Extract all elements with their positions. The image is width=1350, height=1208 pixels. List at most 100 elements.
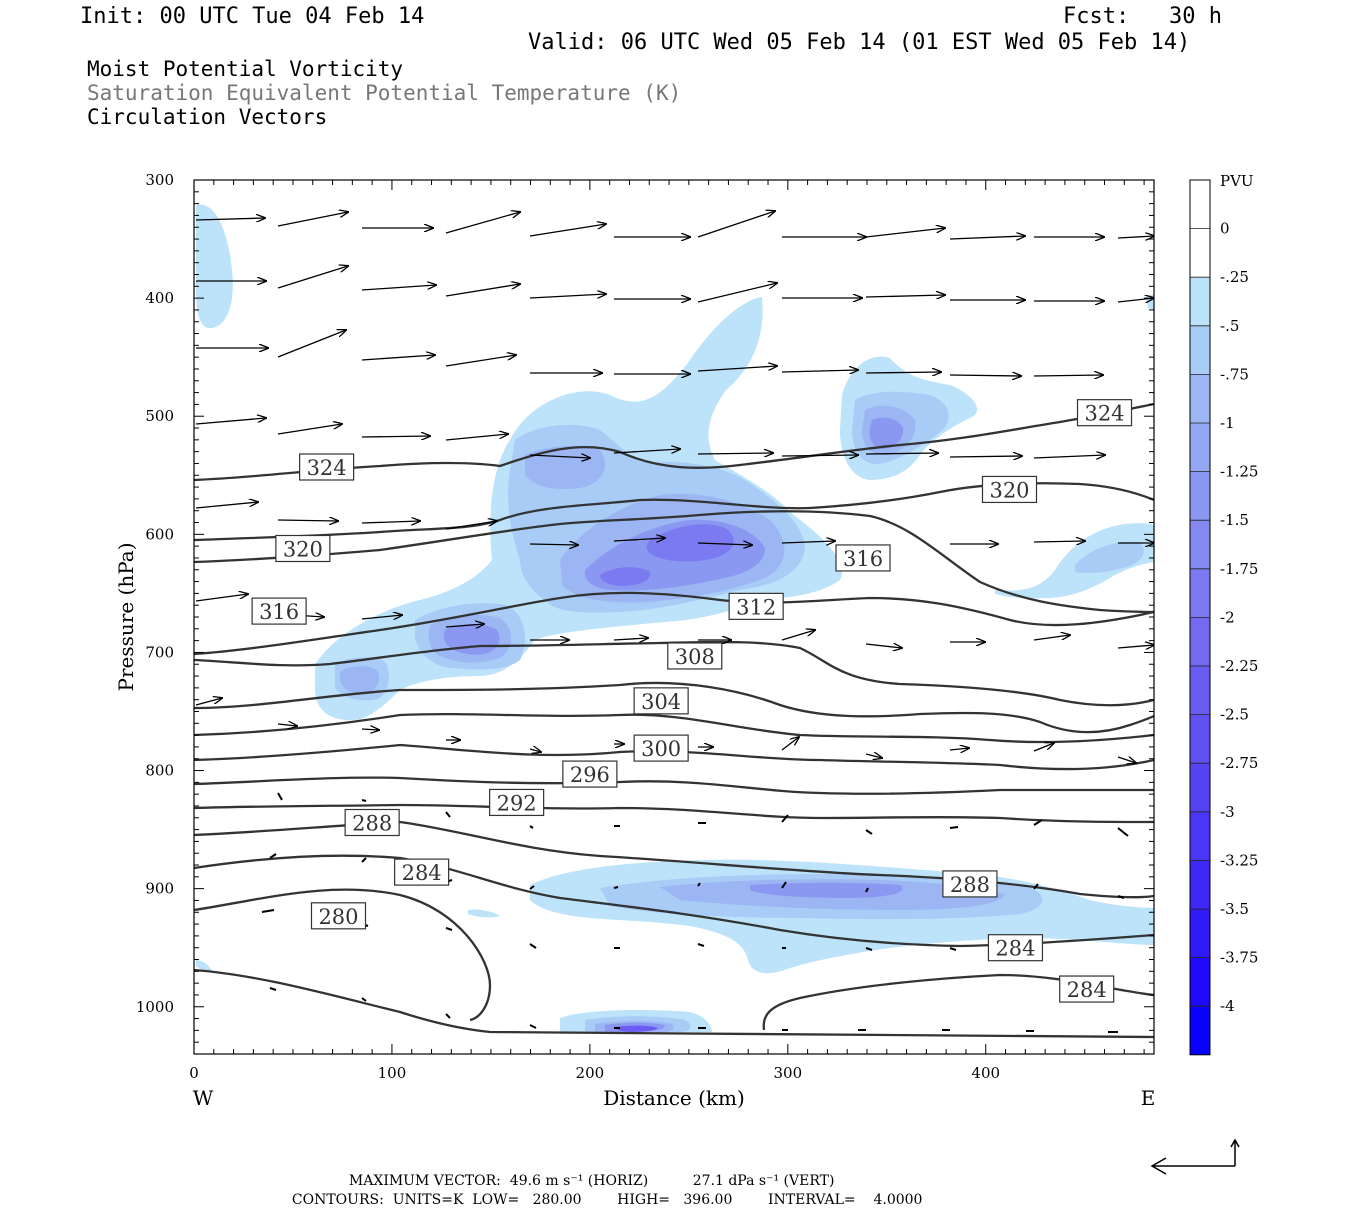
contour-label: 288 [344,808,400,837]
contour-label-box [987,934,1044,962]
circulation-vector [277,330,346,358]
colorbar-level-label: -3.5 [1220,900,1249,918]
colorbar-swatch [1190,666,1210,715]
pv-core3-low-level [750,882,903,898]
circulation-vector [529,943,537,949]
contour-label-text: 316 [259,600,299,624]
x-tick-label: 200 [576,1064,605,1082]
colorbar-title: PVU [1220,172,1254,190]
circulation-vector [529,294,606,299]
contour-line [194,888,492,1022]
contour-label-box [489,788,545,817]
circulation-vector [1117,895,1125,899]
contour-label-text: 300 [641,737,681,761]
circulation-vector [865,453,938,454]
pv-core4-surface [615,1025,658,1032]
contour-label: 304 [633,687,689,715]
footer-max-vector: MAXIMUM VECTOR: 49.6 m s⁻¹ (HORIZ) 27.1 … [340,1157,835,1189]
reference-vector [1150,1138,1240,1175]
circulation-vector [1033,375,1103,376]
forecast-hour: Fcst: 30 h [1063,4,1222,29]
colorbar-level-label: -4 [1220,997,1235,1015]
colorbar-swatch [1190,180,1210,229]
circulation-vector [1033,819,1043,826]
footer-contours-label: CONTOURS: [291,1192,384,1208]
circulation-vector [361,857,367,863]
circulation-vector [781,541,835,543]
circulation-vector [949,456,1022,457]
pv-core-right-lower [1075,541,1144,574]
contour-label: 320 [275,534,331,563]
pv-region-upper-left [196,204,233,329]
contour-line [194,743,1154,771]
circulation-vector [865,644,902,648]
circulation-vector [865,295,945,297]
x-axis-title: Distance (km) [603,1086,745,1110]
x-axis-east-label: E [1141,1086,1156,1110]
valid-time: Valid: 06 UTC Wed 05 Feb 14 (01 EST Wed … [528,30,1191,55]
circulation-vector [949,375,1021,376]
x-tick-label: 400 [971,1064,1000,1082]
contour-label: 284 [394,858,450,886]
contour-label-box [835,544,891,572]
colorbar-level-label: -3.25 [1220,851,1258,869]
field-title-theta-es: Saturation Equivalent Potential Temperat… [87,81,682,105]
circulation-vector [361,355,435,361]
circulation-vector [277,520,338,521]
contour-label-text: 292 [497,791,537,815]
axis-tick-labels: 0 100 200 300 400 300 400 500 600 700 800 900 1000 [136,171,1000,1082]
x-tick-label: 0 [189,1064,199,1082]
pv-colorbar: PVU 0 -.25 -.5 -.75 -1 -1.25 -1.5 -1.75 -2 -2.25 -2… [1189,172,1258,1056]
circulation-vector [697,366,777,372]
y-tick-label: 300 [145,171,174,189]
colorbar-level-label: -.25 [1220,268,1249,286]
circulation-vector [1117,645,1154,648]
field-title-pv: Moist Potential Vorticity [87,57,404,81]
contour-label: 280 [310,902,367,930]
contour-label-text: 284 [1067,978,1107,1002]
circulation-vector [445,1013,451,1019]
circulation-vector [445,811,451,818]
footer-max-vector-label: MAXIMUM VECTOR: [348,1173,501,1189]
contour-label-box [633,687,689,715]
contour-label-box [942,870,998,898]
circulation-vector [865,754,882,758]
circulation-vector [361,615,402,619]
circulation-vector [361,436,430,437]
contour-line [194,776,1154,795]
circulation-vector [865,887,869,893]
circulation-vector [361,285,436,291]
circulation-vector [445,284,520,297]
circulation-vector [361,521,420,523]
contour-label-box [667,642,723,670]
circulation-vector [865,829,873,835]
contour-label-text: 296 [570,763,610,787]
contour-label-text: 284 [995,937,1035,961]
reference-vector-vertical [1230,1138,1240,1166]
contour-line [194,968,1154,1039]
circulation-vector [529,1024,537,1029]
circulation-vector [865,228,945,238]
contour-labels: 280 284 284 284 288 288 292 296 300 304 308 312 316 3… [251,399,1133,1003]
circulation-vector [697,453,773,454]
y-axis-title: Pressure (hPa) [114,543,138,692]
x-axis-west-label: W [193,1086,214,1110]
contour-label-text: 304 [641,690,681,714]
circulation-vector [277,724,297,726]
colorbar-swatch [1190,228,1210,278]
circulation-vector [781,814,789,823]
contour-line [194,591,1154,656]
contour-label-text: 288 [950,873,990,897]
pv-region-upper-right-edge [1146,294,1154,310]
contour-label-box [1059,975,1115,1003]
reference-vector-horizontal [1150,1157,1235,1175]
pv-region-right-lower [995,523,1154,599]
circulation-vector [697,943,705,947]
pv-core4-main [646,524,734,562]
circulation-vector [529,544,578,545]
circulation-vector [195,418,266,425]
contour-label-box [310,902,367,930]
circulation-vector [697,211,775,238]
footer-high: HIGH= 396.00 [617,1192,733,1208]
circulation-vector [195,218,265,220]
